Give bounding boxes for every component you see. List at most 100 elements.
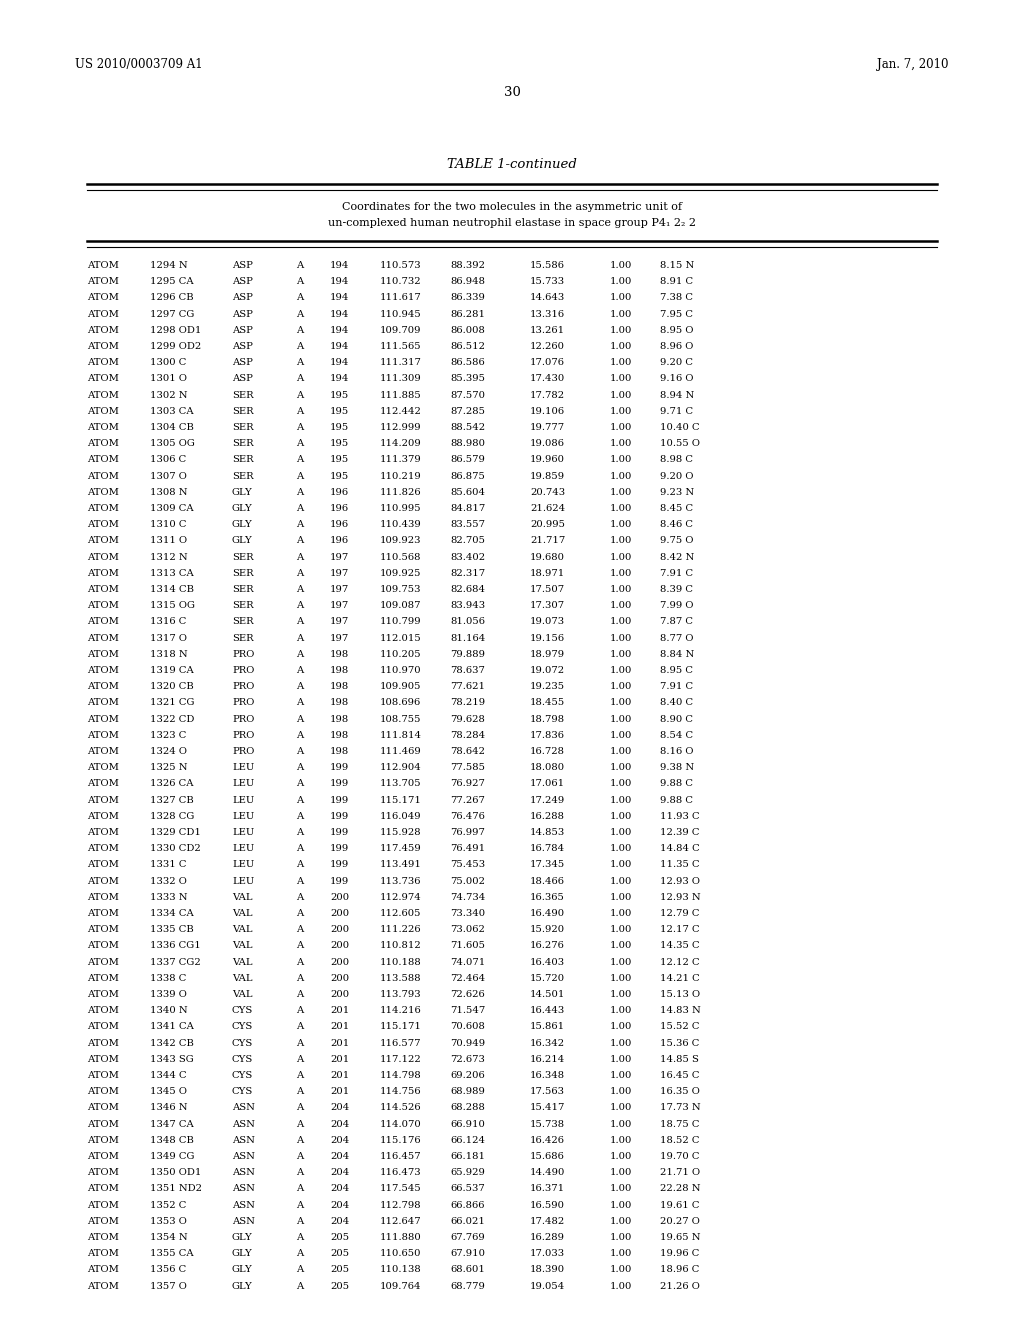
Text: 1300 C: 1300 C	[150, 358, 186, 367]
Text: 1326 CA: 1326 CA	[150, 779, 194, 788]
Text: SER: SER	[232, 440, 254, 449]
Text: 199: 199	[330, 861, 349, 870]
Text: ATOM: ATOM	[87, 1249, 119, 1258]
Text: 196: 196	[330, 520, 349, 529]
Text: A: A	[296, 1266, 303, 1274]
Text: 1333 N: 1333 N	[150, 892, 187, 902]
Text: 200: 200	[330, 990, 349, 999]
Text: LEU: LEU	[232, 861, 254, 870]
Text: 13.316: 13.316	[530, 310, 565, 318]
Text: 68.601: 68.601	[450, 1266, 485, 1274]
Text: 1297 CG: 1297 CG	[150, 310, 195, 318]
Text: 1.00: 1.00	[610, 391, 633, 400]
Text: 66.910: 66.910	[450, 1119, 485, 1129]
Text: 82.705: 82.705	[450, 536, 485, 545]
Text: 21.26 O: 21.26 O	[660, 1282, 699, 1291]
Text: SER: SER	[232, 569, 254, 578]
Text: 1.00: 1.00	[610, 1266, 633, 1274]
Text: 17.430: 17.430	[530, 375, 565, 383]
Text: 1345 O: 1345 O	[150, 1088, 187, 1096]
Text: 201: 201	[330, 1023, 349, 1031]
Text: 201: 201	[330, 1088, 349, 1096]
Text: 199: 199	[330, 796, 349, 805]
Text: A: A	[296, 861, 303, 870]
Text: 1.00: 1.00	[610, 747, 633, 756]
Text: 1355 CA: 1355 CA	[150, 1249, 194, 1258]
Text: 30: 30	[504, 86, 520, 99]
Text: 115.171: 115.171	[380, 796, 422, 805]
Text: 197: 197	[330, 553, 349, 561]
Text: 199: 199	[330, 876, 349, 886]
Text: 113.793: 113.793	[380, 990, 422, 999]
Text: 1.00: 1.00	[610, 261, 633, 271]
Text: 1350 OD1: 1350 OD1	[150, 1168, 202, 1177]
Text: 21.71 O: 21.71 O	[660, 1168, 700, 1177]
Text: A: A	[296, 796, 303, 805]
Text: 1.00: 1.00	[610, 779, 633, 788]
Text: ASN: ASN	[232, 1217, 255, 1226]
Text: 1347 CA: 1347 CA	[150, 1119, 194, 1129]
Text: A: A	[296, 1152, 303, 1162]
Text: 12.260: 12.260	[530, 342, 565, 351]
Text: ATOM: ATOM	[87, 455, 119, 465]
Text: 9.88 C: 9.88 C	[660, 796, 693, 805]
Text: LEU: LEU	[232, 796, 254, 805]
Text: 14.853: 14.853	[530, 828, 565, 837]
Text: 198: 198	[330, 667, 349, 675]
Text: 198: 198	[330, 747, 349, 756]
Text: 17.507: 17.507	[530, 585, 565, 594]
Text: 111.826: 111.826	[380, 488, 422, 496]
Text: 194: 194	[330, 261, 349, 271]
Text: 72.464: 72.464	[450, 974, 485, 983]
Text: ATOM: ATOM	[87, 667, 119, 675]
Text: GLY: GLY	[232, 536, 253, 545]
Text: 198: 198	[330, 714, 349, 723]
Text: 197: 197	[330, 569, 349, 578]
Text: A: A	[296, 1217, 303, 1226]
Text: 72.673: 72.673	[450, 1055, 485, 1064]
Text: 86.586: 86.586	[450, 358, 484, 367]
Text: 19.61 C: 19.61 C	[660, 1201, 699, 1209]
Text: 1329 CD1: 1329 CD1	[150, 828, 201, 837]
Text: 13.261: 13.261	[530, 326, 565, 335]
Text: 17.782: 17.782	[530, 391, 565, 400]
Text: 17.307: 17.307	[530, 601, 565, 610]
Text: ATOM: ATOM	[87, 310, 119, 318]
Text: 1.00: 1.00	[610, 796, 633, 805]
Text: 16.728: 16.728	[530, 747, 565, 756]
Text: ASN: ASN	[232, 1152, 255, 1162]
Text: 1328 CG: 1328 CG	[150, 812, 195, 821]
Text: 8.91 C: 8.91 C	[660, 277, 693, 286]
Text: 15.920: 15.920	[530, 925, 565, 935]
Text: A: A	[296, 974, 303, 983]
Text: 19.96 C: 19.96 C	[660, 1249, 699, 1258]
Text: 8.42 N: 8.42 N	[660, 553, 694, 561]
Text: 110.439: 110.439	[380, 520, 422, 529]
Text: ASN: ASN	[232, 1104, 255, 1113]
Text: 82.684: 82.684	[450, 585, 485, 594]
Text: 76.997: 76.997	[450, 828, 485, 837]
Text: 204: 204	[330, 1201, 349, 1209]
Text: 1.00: 1.00	[610, 1233, 633, 1242]
Text: 195: 195	[330, 455, 349, 465]
Text: SER: SER	[232, 407, 254, 416]
Text: 1.00: 1.00	[610, 277, 633, 286]
Text: 114.798: 114.798	[380, 1071, 422, 1080]
Text: SER: SER	[232, 471, 254, 480]
Text: 7.38 C: 7.38 C	[660, 293, 693, 302]
Text: 1.00: 1.00	[610, 326, 633, 335]
Text: 109.087: 109.087	[380, 601, 422, 610]
Text: 1317 O: 1317 O	[150, 634, 187, 643]
Text: 78.284: 78.284	[450, 731, 485, 739]
Text: 86.281: 86.281	[450, 310, 485, 318]
Text: A: A	[296, 1055, 303, 1064]
Text: 114.070: 114.070	[380, 1119, 422, 1129]
Text: 17.563: 17.563	[530, 1088, 565, 1096]
Text: 85.395: 85.395	[450, 375, 485, 383]
Text: 75.002: 75.002	[450, 876, 485, 886]
Text: 15.686: 15.686	[530, 1152, 565, 1162]
Text: GLY: GLY	[232, 488, 253, 496]
Text: 116.457: 116.457	[380, 1152, 422, 1162]
Text: 19.859: 19.859	[530, 471, 565, 480]
Text: 8.77 O: 8.77 O	[660, 634, 693, 643]
